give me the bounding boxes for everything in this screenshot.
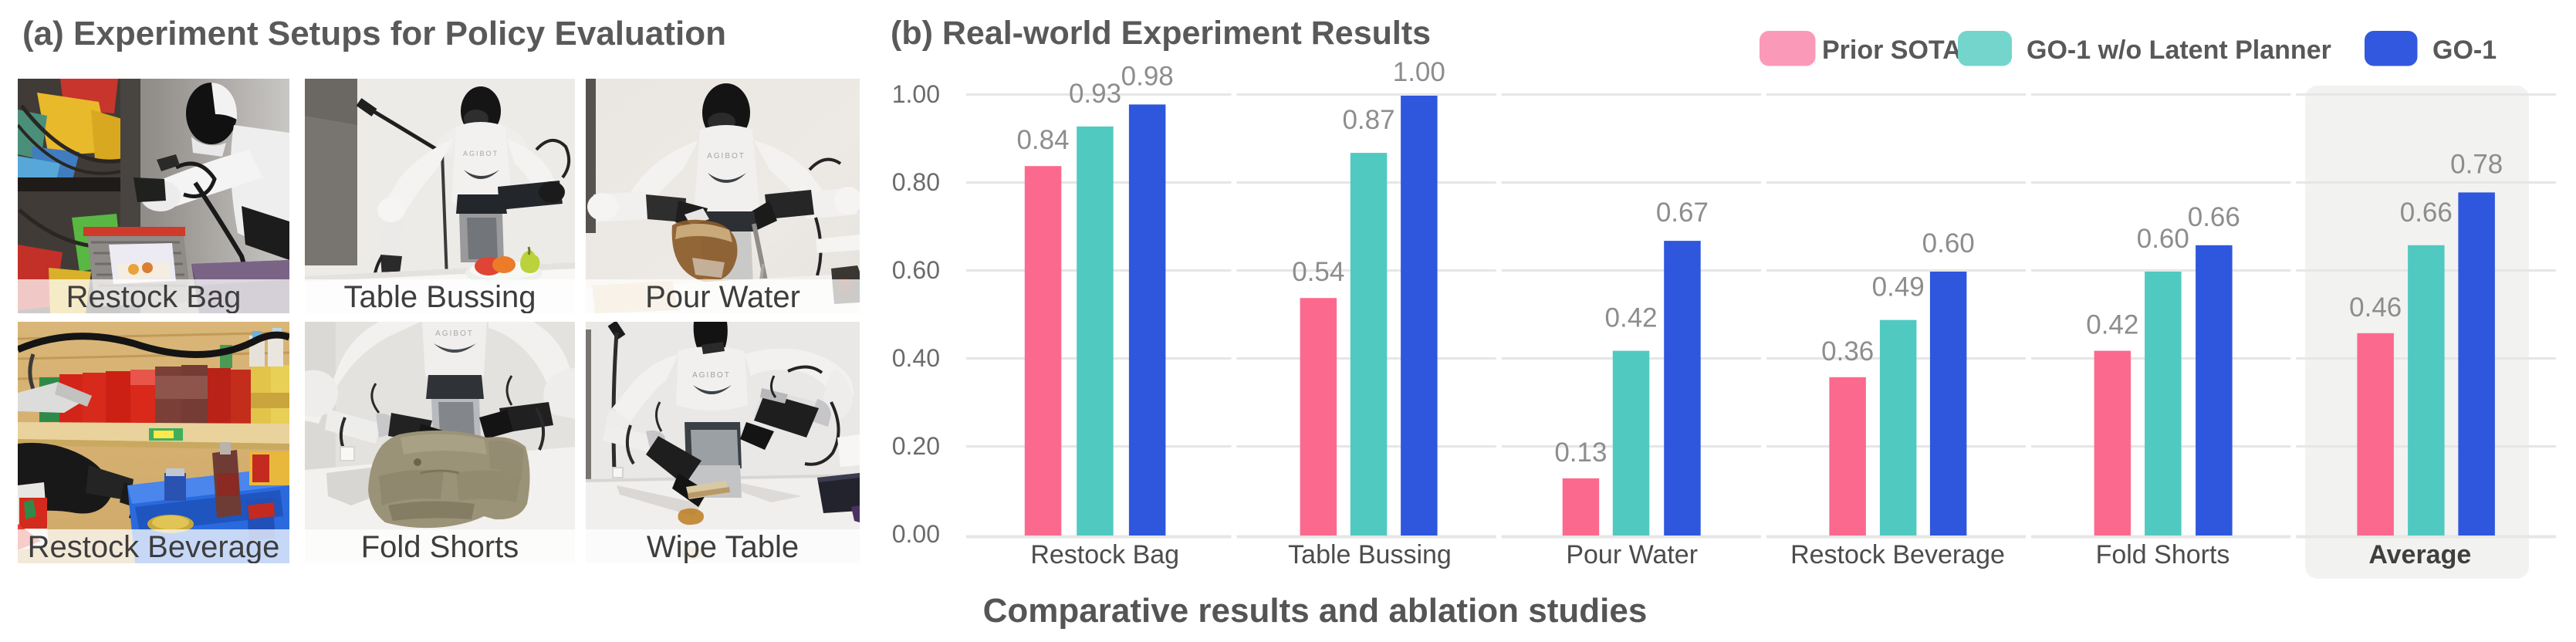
- svg-text:Comparative results and ablati: Comparative results and ablation studies: [983, 592, 1648, 630]
- svg-text:0.54: 0.54: [1292, 257, 1344, 287]
- svg-text:AGIBOT: AGIBOT: [707, 152, 745, 160]
- svg-text:0.60: 0.60: [892, 256, 940, 284]
- svg-text:Table Bussing: Table Bussing: [1288, 540, 1452, 569]
- svg-text:0.40: 0.40: [892, 344, 940, 372]
- svg-text:0.87: 0.87: [1342, 105, 1394, 135]
- svg-text:1.00: 1.00: [1393, 57, 1445, 87]
- svg-text:AGIBOT: AGIBOT: [463, 150, 499, 157]
- svg-text:0.20: 0.20: [892, 432, 940, 460]
- svg-text:GO-1 w/o Latent Planner: GO-1 w/o Latent Planner: [2027, 35, 2331, 65]
- svg-text:0.98: 0.98: [1121, 61, 1174, 91]
- svg-text:0.60: 0.60: [1922, 228, 1975, 258]
- svg-text:AGIBOT: AGIBOT: [692, 371, 731, 380]
- svg-text:0.66: 0.66: [2400, 198, 2453, 228]
- svg-text:0.46: 0.46: [2349, 292, 2402, 323]
- svg-text:0.66: 0.66: [2188, 202, 2240, 232]
- svg-text:Average: Average: [2368, 540, 2471, 569]
- svg-text:0.13: 0.13: [1554, 438, 1607, 468]
- svg-text:Restock Bag: Restock Bag: [1030, 540, 1179, 569]
- svg-text:Restock Beverage: Restock Beverage: [1790, 540, 2005, 569]
- svg-text:0.00: 0.00: [892, 520, 940, 548]
- svg-text:0.84: 0.84: [1016, 125, 1069, 155]
- svg-text:0.67: 0.67: [1656, 198, 1709, 228]
- svg-text:0.60: 0.60: [2137, 224, 2189, 254]
- svg-text:0.36: 0.36: [1821, 336, 1874, 367]
- svg-text:0.49: 0.49: [1872, 272, 1925, 302]
- svg-text:Prior SOTA: Prior SOTA: [1822, 35, 1962, 65]
- svg-text:0.78: 0.78: [2450, 149, 2503, 179]
- svg-text:0.42: 0.42: [1605, 303, 1658, 333]
- svg-text:Fold Shorts: Fold Shorts: [2096, 540, 2230, 569]
- svg-text:0.42: 0.42: [2086, 310, 2138, 340]
- svg-text:(b) Real-world Experiment Resu: (b) Real-world Experiment Results: [891, 15, 1431, 52]
- svg-text:0.93: 0.93: [1069, 79, 1121, 109]
- svg-text:1.00: 1.00: [892, 80, 940, 108]
- svg-text:AGIBOT: AGIBOT: [435, 329, 474, 338]
- svg-text:0.80: 0.80: [892, 168, 940, 196]
- svg-text:Pour Water: Pour Water: [1566, 540, 1698, 569]
- svg-text:GO-1: GO-1: [2432, 35, 2497, 65]
